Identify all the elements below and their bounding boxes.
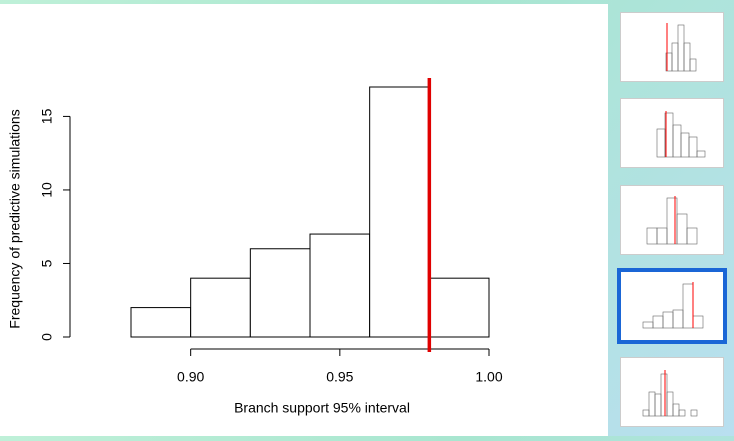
x-tick-label: 1.00 xyxy=(475,369,502,385)
y-tick-label: 0 xyxy=(39,333,55,341)
bar xyxy=(249,248,311,338)
x-axis-label: Branch support 95% interval xyxy=(234,400,410,416)
y-tick-label: 15 xyxy=(39,108,55,124)
y-axis-label: Frequency of predictive simulations xyxy=(7,109,23,328)
thumbnail-icon xyxy=(642,282,704,329)
thumbnail-icon xyxy=(656,111,706,158)
plot-panel: Branch support 95% interval Frequency of… xyxy=(0,4,608,436)
bar xyxy=(309,233,371,338)
thumbnail[interactable] xyxy=(620,185,724,255)
thumbnail[interactable] xyxy=(620,357,724,427)
chart: Branch support 95% interval Frequency of… xyxy=(7,78,503,416)
thumbnail-icon xyxy=(642,370,698,417)
bar xyxy=(190,277,251,338)
bar xyxy=(369,86,430,338)
thumbnail[interactable] xyxy=(620,98,724,168)
thumbnail-icon xyxy=(646,196,698,245)
bar xyxy=(130,307,192,338)
x-tick-label: 0.95 xyxy=(326,369,353,385)
thumbnail-selected[interactable] xyxy=(617,268,727,344)
thumbnail-icon xyxy=(665,23,697,72)
bar xyxy=(428,277,490,338)
y-tick-label: 5 xyxy=(39,259,55,267)
x-tick-label: 0.90 xyxy=(177,369,204,385)
thumbnail[interactable] xyxy=(620,12,724,82)
y-tick-label: 10 xyxy=(39,182,55,198)
